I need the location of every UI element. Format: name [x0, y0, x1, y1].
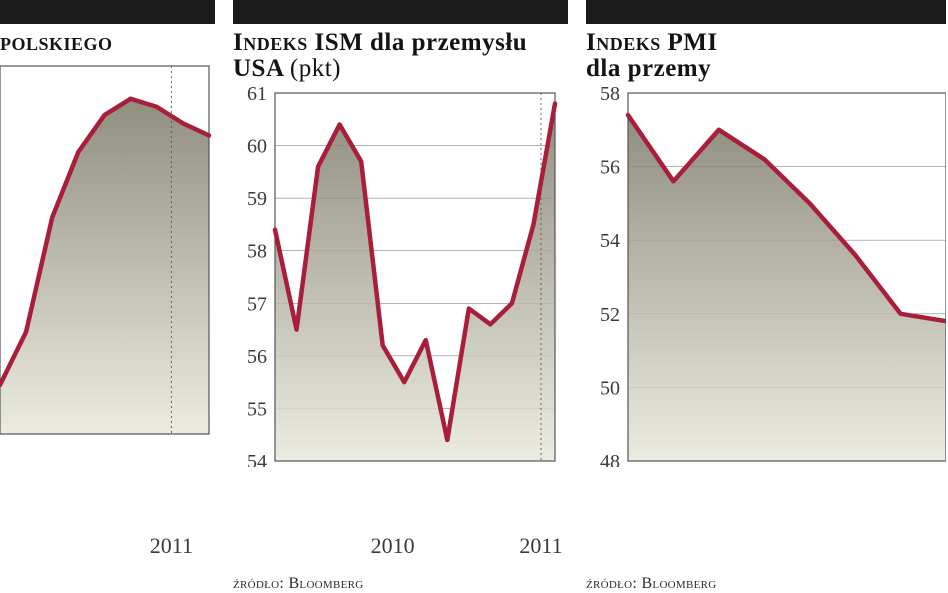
- svg-text:56: 56: [247, 345, 267, 367]
- svg-text:58: 58: [247, 240, 267, 262]
- x-tick-label: 2011: [519, 533, 562, 559]
- svg-text:57: 57: [247, 293, 267, 315]
- x-axis-labels: [586, 533, 946, 561]
- svg-text:59: 59: [247, 188, 267, 210]
- chart-plot-area: 48 50 52 54 56 58: [586, 87, 946, 530]
- svg-text:58: 58: [600, 87, 620, 105]
- x-tick-label: 2010: [371, 533, 415, 559]
- svg-text:50: 50: [600, 377, 620, 399]
- chart-source: źródło: Bloomberg: [586, 575, 946, 593]
- svg-text:56: 56: [600, 156, 620, 178]
- svg-text:60: 60: [247, 135, 267, 157]
- x-axis-labels: 2011: [0, 533, 215, 561]
- y-axis-ticks: 48 50 52 54 56 58: [600, 87, 620, 467]
- svg-text:54: 54: [600, 230, 620, 252]
- x-axis-labels: 2010 2011: [233, 533, 565, 561]
- chart-title: polskiego: [0, 24, 215, 60]
- chart-panel: Indeks PMIdla przemy 48 50 52 54 56 58 źródło…: [586, 0, 946, 593]
- chart-panel: Indeks ISM dla przemysłuUSA (pkt) 54 55 56…: [233, 0, 568, 593]
- panel-header-bar: [586, 0, 946, 24]
- panel-header-bar: [233, 0, 568, 24]
- svg-text:52: 52: [600, 303, 620, 325]
- chart-svg: [0, 60, 215, 440]
- svg-text:61: 61: [247, 87, 267, 105]
- panel-header-bar: [0, 0, 215, 24]
- x-tick-label: 2011: [150, 533, 193, 559]
- svg-text:55: 55: [247, 398, 267, 420]
- series-area: [628, 115, 946, 461]
- chart-panel: polskiego 2011 .: [0, 0, 215, 593]
- chart-plot-area: [0, 60, 215, 529]
- chart-title: Indeks ISM dla przemysłuUSA (pkt): [233, 24, 568, 87]
- chart-svg: 48 50 52 54 56 58: [586, 87, 946, 467]
- chart-svg: 54 55 56 57 58 59 60 61: [233, 87, 565, 467]
- series-area: [275, 103, 555, 460]
- series-area: [0, 99, 209, 434]
- chart-plot-area: 54 55 56 57 58 59 60 61: [233, 87, 568, 530]
- svg-text:48: 48: [600, 451, 620, 467]
- chart-title: Indeks PMIdla przemy: [586, 24, 946, 87]
- y-axis-ticks: 54 55 56 57 58 59 60 61: [247, 87, 267, 467]
- svg-text:54: 54: [247, 451, 267, 467]
- chart-source: źródło: Bloomberg: [233, 575, 568, 593]
